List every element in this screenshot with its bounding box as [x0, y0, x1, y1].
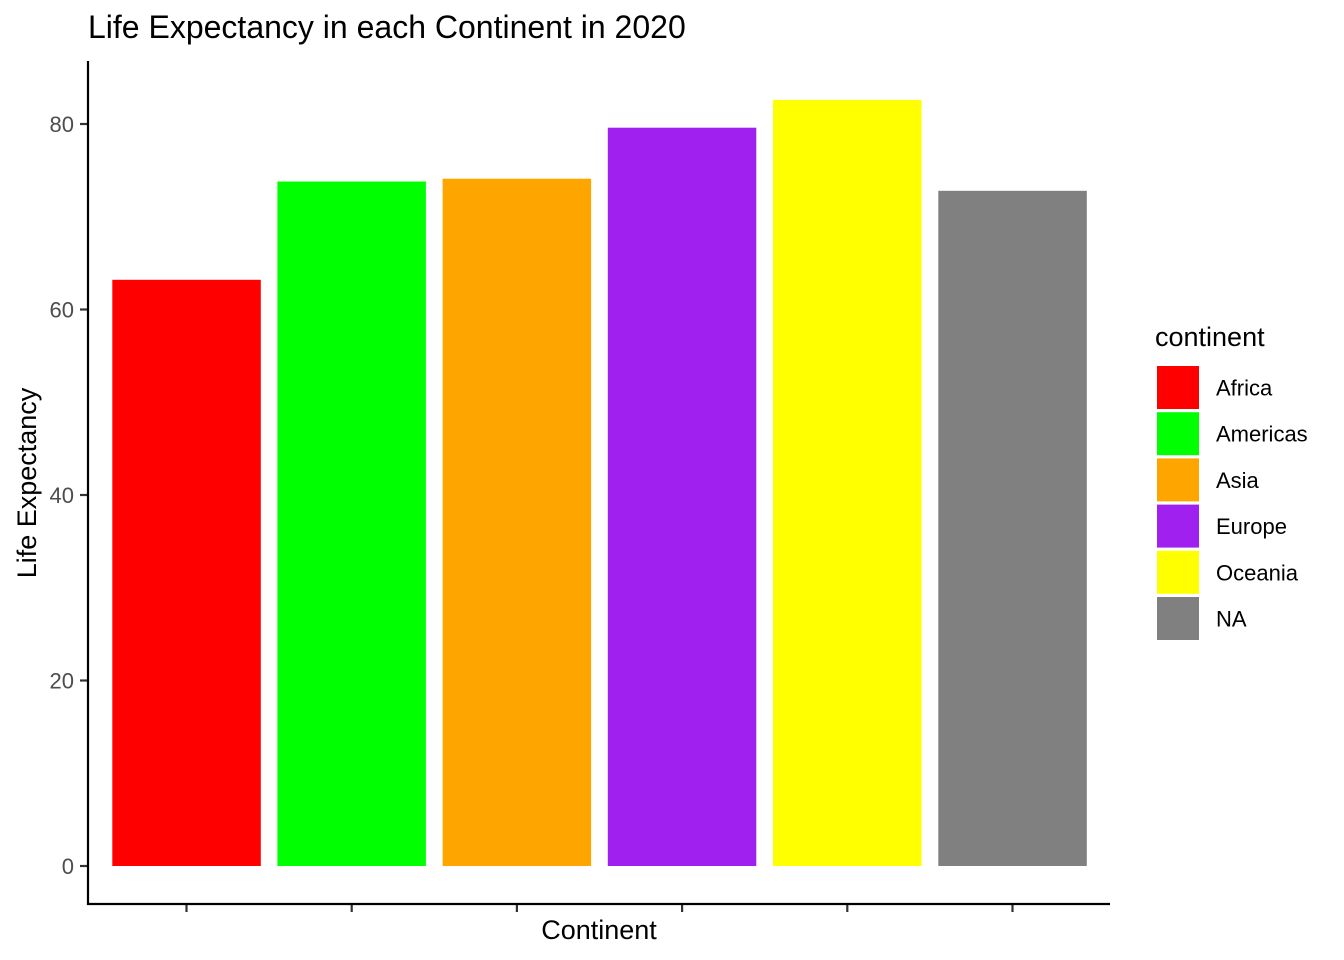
legend-label-europe: Europe [1216, 514, 1287, 539]
x-axis-title: Continent [541, 915, 657, 945]
legend-key-asia [1157, 458, 1199, 502]
x-ticks-layer [185, 905, 1014, 912]
legend: continent Africa Americas Asia Europe Oceani… [1155, 322, 1308, 640]
bar-americas [277, 181, 426, 866]
y-tick-label: 20 [50, 669, 74, 694]
legend-title: continent [1155, 322, 1265, 352]
bar-oceania [773, 99, 922, 866]
bar-asia [442, 178, 592, 866]
y-tick-label: 0 [62, 854, 74, 879]
legend-key-americas [1157, 412, 1199, 456]
bars-layer [112, 99, 1087, 867]
legend-key-na [1157, 597, 1199, 640]
y-tick-label: 80 [50, 112, 74, 137]
chart-title: Life Expectancy in each Continent in 202… [88, 9, 686, 45]
y-tick-label: 40 [50, 483, 74, 508]
legend-label-americas: Americas [1216, 422, 1308, 447]
y-ticks-layer: 0 20 40 60 80 [50, 112, 88, 879]
legend-label-africa: Africa [1216, 376, 1273, 401]
legend-label-oceania: Oceania [1216, 560, 1299, 585]
bar-na [938, 190, 1087, 867]
y-axis-title: Life Expectancy [12, 387, 42, 578]
legend-label-asia: Asia [1216, 468, 1260, 493]
legend-key-africa [1157, 366, 1199, 409]
legend-key-europe [1157, 504, 1199, 548]
bar-europe [607, 127, 757, 866]
y-tick-label: 60 [50, 298, 74, 323]
legend-key-oceania [1157, 550, 1199, 594]
legend-label-na: NA [1216, 607, 1247, 632]
bar-africa [112, 279, 261, 866]
